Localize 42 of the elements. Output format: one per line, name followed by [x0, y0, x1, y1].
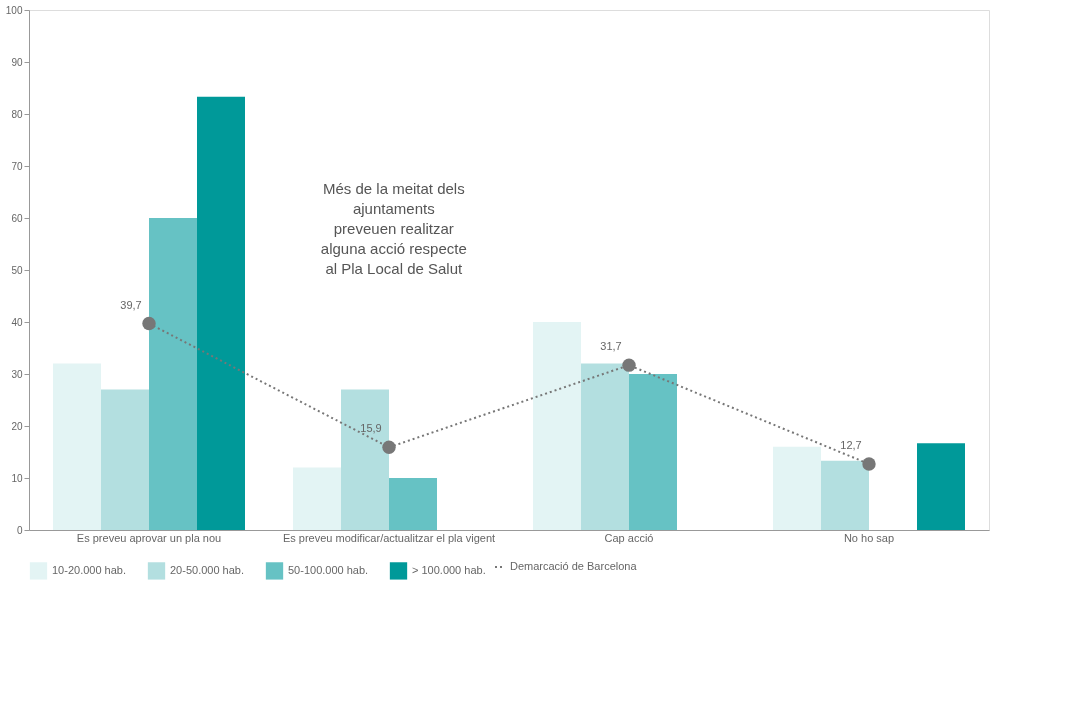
- data-label: 15,9: [360, 422, 382, 435]
- bar: [197, 96, 245, 530]
- bar: [581, 363, 629, 530]
- legend-label: 50-100.000 hab.: [288, 563, 369, 576]
- point: [142, 316, 156, 331]
- legend-label: Demarcació de Barcelona: [510, 560, 638, 572]
- y-tick-label: 40: [11, 316, 23, 328]
- y-tick-label: 60: [11, 212, 23, 224]
- point: [382, 440, 396, 455]
- bar: [341, 389, 389, 530]
- bar: [629, 374, 677, 530]
- annotation: Més de la meitat dels ajuntaments preveuen realitzar alguna acció respecte al Pla Local de Salut: [320, 179, 467, 277]
- bar: [773, 446, 821, 530]
- point: [622, 358, 636, 372]
- y-tick-label: 0: [16, 524, 23, 536]
- y-tick-label: 70: [11, 160, 23, 172]
- bar: [149, 218, 197, 530]
- y-tick-label: 10: [11, 472, 23, 484]
- data-label: 39,7: [120, 298, 142, 311]
- legend-label: > 100.000 hab.: [412, 563, 486, 576]
- x-tick-label: Es preveu modificar/actualitzar el pla vigent: [282, 531, 496, 544]
- y-tick-label: 100: [5, 4, 23, 16]
- bar: [821, 460, 869, 530]
- bar: [389, 478, 437, 530]
- legend-label: 20-50.000 hab.: [170, 563, 245, 576]
- bar: [101, 389, 149, 530]
- data-label: 31,7: [600, 340, 622, 353]
- bar: [53, 363, 101, 530]
- legend-label: 10-20.000 hab.: [52, 563, 127, 576]
- y-tick-label: 20: [11, 420, 23, 432]
- bar: [917, 443, 965, 530]
- x-tick-label: Es preveu aprovar un pla nou: [76, 531, 222, 544]
- y-tick-label: 80: [11, 108, 23, 120]
- bar: [293, 467, 341, 530]
- y-tick-label: 50: [11, 264, 23, 276]
- x-tick-label: No ho sap: [843, 531, 895, 544]
- bar: [533, 322, 581, 530]
- y-tick-label: 30: [11, 368, 23, 380]
- point: [862, 457, 876, 471]
- data-label: 12,7: [840, 438, 862, 451]
- x-tick-label: Cap acció: [604, 531, 654, 544]
- y-tick-label: 90: [11, 56, 23, 68]
